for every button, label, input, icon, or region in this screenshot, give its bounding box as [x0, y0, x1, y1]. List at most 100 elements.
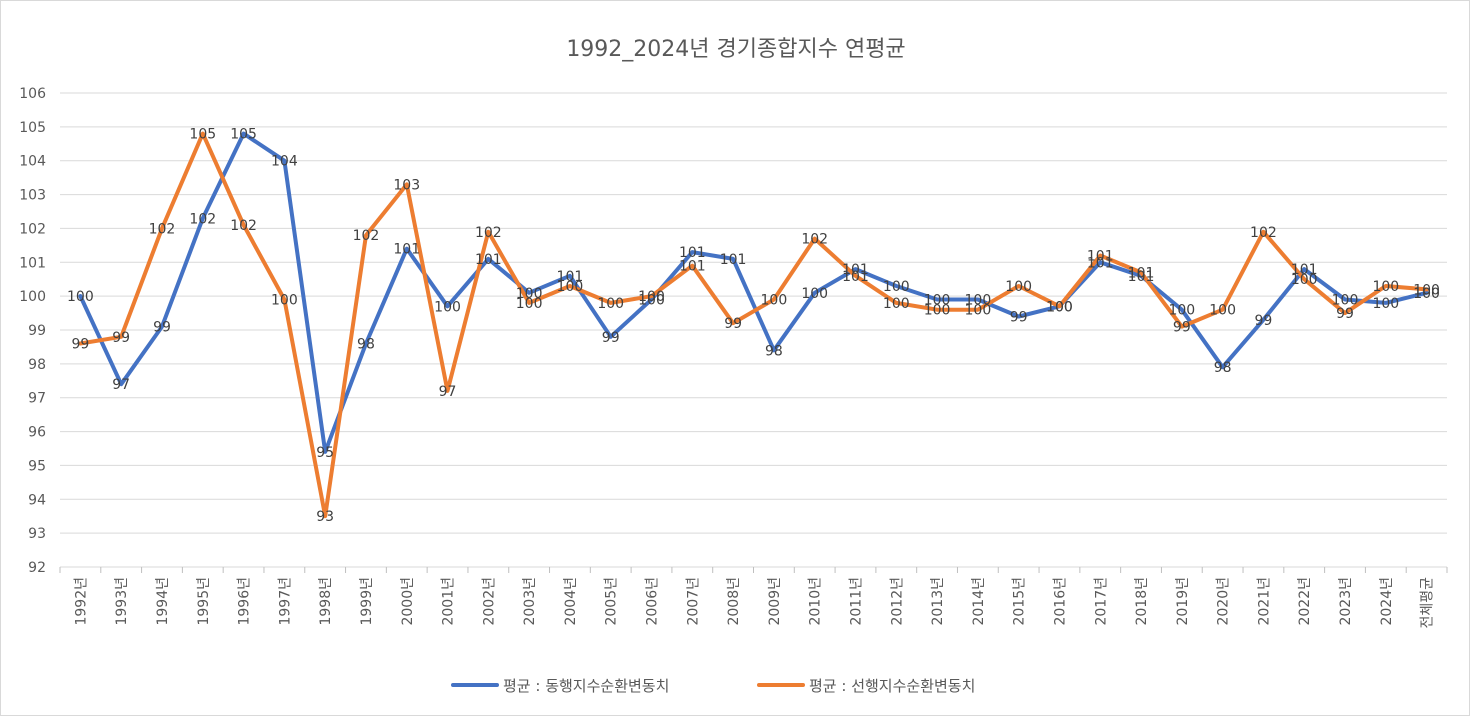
- data-label: 101: [1087, 255, 1114, 271]
- x-tick-label: 2019년: [1175, 577, 1191, 626]
- data-label: 100: [924, 303, 951, 319]
- data-labels: 1009799102105104959810110010110010199100…: [67, 127, 1440, 526]
- data-label: 99: [1173, 320, 1191, 336]
- data-label: 101: [475, 252, 502, 268]
- data-label: 100: [965, 293, 992, 309]
- data-label: 100: [1413, 286, 1440, 302]
- data-label: 102: [149, 221, 176, 237]
- data-label: 99: [71, 337, 89, 353]
- x-tick-label: 2013년: [930, 577, 946, 626]
- data-label: 100: [516, 296, 543, 312]
- y-tick-label: 102: [19, 221, 46, 237]
- data-label: 101: [557, 269, 584, 285]
- data-label: 101: [1128, 265, 1155, 281]
- data-label: 100: [965, 303, 992, 319]
- x-tick-label: 2012년: [889, 577, 905, 626]
- data-label: 97: [112, 377, 130, 393]
- data-label: 105: [230, 127, 257, 143]
- series-lines: [78, 131, 1429, 519]
- data-label: 100: [1372, 279, 1399, 295]
- x-tick-label: 2023년: [1338, 577, 1354, 626]
- data-label: 101: [679, 259, 706, 275]
- data-label: 100: [1332, 293, 1359, 309]
- x-tick-label: 1999년: [359, 577, 375, 626]
- data-label: 100: [1291, 272, 1318, 288]
- data-label: 101: [1128, 269, 1155, 285]
- data-label: 100: [638, 289, 665, 305]
- data-label: 95: [316, 445, 334, 461]
- data-label: 101: [720, 252, 747, 268]
- data-label: 102: [1250, 225, 1277, 241]
- data-label: 101: [1087, 249, 1114, 265]
- data-label: 100: [801, 286, 828, 302]
- data-label: 99: [724, 316, 742, 332]
- x-tick-label: 전체평균: [1420, 577, 1436, 629]
- y-tick-label: 106: [19, 86, 46, 102]
- x-tick-label: 2024년: [1379, 577, 1395, 626]
- data-label: 99: [153, 320, 171, 336]
- data-label: 98: [765, 343, 783, 359]
- y-tick-label: 92: [28, 560, 46, 576]
- x-tick-label: 2015년: [1012, 577, 1028, 626]
- x-tick-label: 2009년: [767, 577, 783, 626]
- data-label: 101: [1291, 262, 1318, 278]
- y-tick-label: 97: [28, 391, 46, 407]
- x-tick-label: 1994년: [155, 577, 171, 626]
- y-tick-label: 105: [19, 120, 46, 136]
- data-label: 102: [801, 232, 828, 248]
- data-label: 93: [316, 509, 334, 525]
- x-tick-label: 2014년: [971, 577, 987, 626]
- grid: [60, 92, 1447, 568]
- data-label: 100: [1372, 296, 1399, 312]
- x-tick-label: 2003년: [522, 577, 538, 626]
- y-tick-label: 101: [19, 255, 46, 271]
- series-line-0: [78, 131, 1429, 454]
- data-label: 100: [883, 279, 910, 295]
- data-label: 100: [67, 289, 94, 305]
- data-label: 101: [679, 245, 706, 261]
- data-label: 100: [557, 279, 584, 295]
- data-label: 100: [271, 293, 298, 309]
- data-label: 100: [1168, 303, 1195, 319]
- x-tick-label: 2000년: [400, 577, 416, 626]
- series-line-1: [78, 131, 1429, 519]
- legend: 평균 : 동행지수순환변동치 평균 : 선행지수순환변동치: [451, 677, 975, 695]
- data-label: 103: [393, 177, 420, 193]
- y-tick-label: 99: [28, 323, 46, 339]
- data-label: 101: [842, 262, 869, 278]
- data-label: 100: [516, 286, 543, 302]
- x-tick-label: 1995년: [196, 577, 212, 626]
- data-label: 102: [353, 228, 380, 244]
- x-tick-label: 2020년: [1216, 577, 1232, 626]
- x-tick-label: 1997년: [277, 577, 293, 626]
- data-label: 99: [1010, 309, 1028, 325]
- data-label: 98: [1214, 360, 1232, 376]
- x-tick-label: 2017년: [1093, 577, 1109, 626]
- y-tick-label: 104: [19, 154, 46, 170]
- x-tick-label: 2016년: [1052, 577, 1068, 626]
- x-axis: 1992년 1993년 1994년 1995년 1996년 1997년 1998년 1999년…: [59, 567, 1448, 629]
- y-tick-label: 103: [19, 188, 46, 204]
- data-label: 100: [924, 293, 951, 309]
- data-label: 97: [439, 384, 457, 400]
- data-label: 99: [1336, 306, 1354, 322]
- data-label: 104: [271, 154, 298, 170]
- data-label: 100: [761, 293, 788, 309]
- data-label: 99: [1255, 313, 1273, 329]
- x-tick-label: 2004년: [563, 577, 579, 626]
- data-label: 100: [1209, 303, 1236, 319]
- data-label: 102: [189, 211, 216, 227]
- data-label: 100: [883, 296, 910, 312]
- data-label: 99: [112, 330, 130, 346]
- data-label: 100: [638, 293, 665, 309]
- data-label: 100: [434, 299, 461, 315]
- y-axis: 92 93 94 95 96 97 98 99 100 101 102 103 104 105 106: [19, 86, 46, 576]
- y-tick-label: 93: [28, 526, 46, 542]
- data-label: 100: [597, 296, 624, 312]
- data-label: 105: [189, 127, 216, 143]
- data-label: 102: [475, 225, 502, 241]
- x-tick-label: 2018년: [1134, 577, 1150, 626]
- data-label: 101: [393, 242, 420, 258]
